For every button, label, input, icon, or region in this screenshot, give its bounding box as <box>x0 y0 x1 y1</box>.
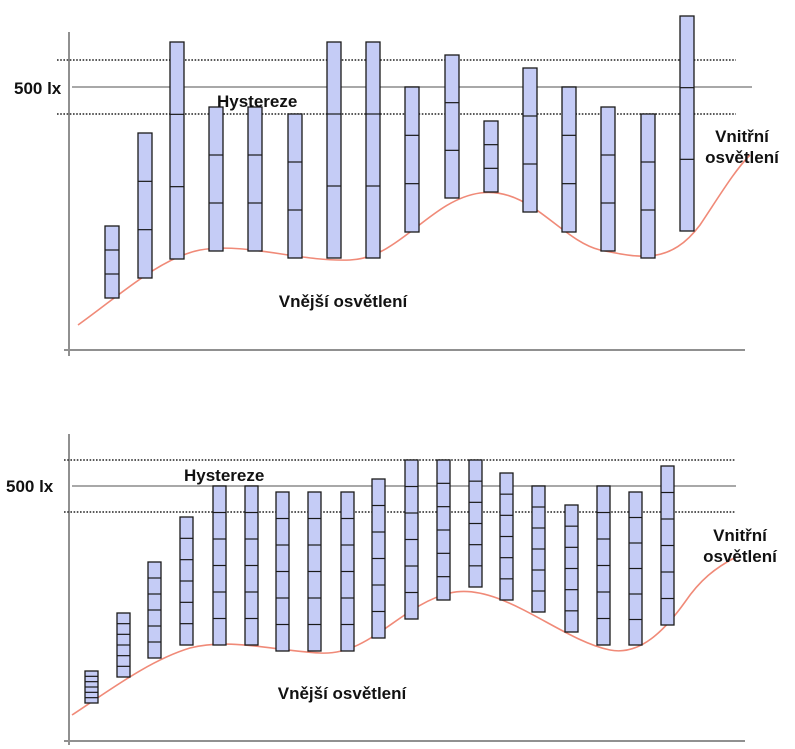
inner-light-bar-2 <box>116 612 131 678</box>
inner-light-bar-14 <box>600 106 616 252</box>
hysteresis-label: Hystereze <box>184 466 265 485</box>
inner-light-bar-15 <box>640 113 656 259</box>
inner-light-bar-4 <box>179 516 194 646</box>
inner-light-bar-1 <box>84 670 99 704</box>
bar-rect <box>326 41 342 259</box>
inner-light-label-line2: osvětlení <box>705 148 779 167</box>
inner-light-bar-9 <box>404 86 420 233</box>
inner-light-bar-12 <box>436 459 451 601</box>
inner-light-bar-2 <box>137 132 153 279</box>
bar-rect <box>522 67 538 213</box>
panel-top <box>57 15 752 356</box>
bar-rect <box>444 54 460 199</box>
bar-rect <box>137 132 153 279</box>
level-label: 500 lx <box>6 477 54 496</box>
hysteresis-label: Hystereze <box>217 92 298 111</box>
inner-light-label-line2: osvětlení <box>703 547 777 566</box>
bar-rect <box>483 120 499 193</box>
inner-light-label-line1: Vnitřní <box>715 127 769 146</box>
inner-light-bar-8 <box>365 41 381 259</box>
inner-light-bar-10 <box>371 478 386 639</box>
bar-rect <box>561 86 577 233</box>
inner-light-bar-12 <box>522 67 538 213</box>
inner-light-label-line1: Vnitřní <box>713 526 767 545</box>
inner-light-bars <box>84 459 675 704</box>
bar-rect <box>208 106 224 252</box>
bar-rect <box>104 225 120 299</box>
outer-light-label: Vnější osvětlení <box>277 684 407 703</box>
inner-light-bar-18 <box>628 491 643 646</box>
outer-light-label: Vnější osvětlení <box>278 292 408 311</box>
inner-light-bars <box>104 15 695 299</box>
inner-light-bar-7 <box>326 41 342 259</box>
inner-light-bar-10 <box>444 54 460 199</box>
bar-rect <box>365 41 381 259</box>
inner-light-bar-3 <box>147 561 162 659</box>
inner-light-bar-1 <box>104 225 120 299</box>
inner-light-bar-13 <box>561 86 577 233</box>
inner-light-label: Vnitřní osvětlení <box>695 525 785 567</box>
bar-rect <box>679 15 695 232</box>
inner-light-bar-11 <box>483 120 499 193</box>
inner-light-bar-15 <box>531 485 546 613</box>
bar-rect <box>404 86 420 233</box>
inner-light-bar-6 <box>287 113 303 259</box>
inner-light-bar-13 <box>468 459 483 588</box>
inner-light-bar-5 <box>212 485 227 646</box>
inner-light-bar-17 <box>596 485 611 646</box>
inner-light-label: Vnitřní osvětlení <box>697 126 787 168</box>
bar-rect <box>287 113 303 259</box>
inner-light-bar-8 <box>307 491 322 652</box>
bar-rect <box>169 41 185 260</box>
inner-light-bar-3 <box>169 41 185 260</box>
inner-light-bar-6 <box>244 485 259 646</box>
bar-rect <box>640 113 656 259</box>
panel-bottom <box>64 434 745 745</box>
inner-light-bar-16 <box>564 504 579 633</box>
inner-light-bar-11 <box>404 459 419 620</box>
level-label: 500 lx <box>14 79 62 98</box>
inner-light-bar-7 <box>275 491 290 652</box>
inner-light-bar-19 <box>660 465 675 626</box>
inner-light-bar-5 <box>247 106 263 252</box>
bar-rect <box>247 106 263 252</box>
inner-light-bar-16 <box>679 15 695 232</box>
bar-rect <box>600 106 616 252</box>
inner-light-bar-4 <box>208 106 224 252</box>
inner-light-bar-9 <box>340 491 355 652</box>
inner-light-bar-14 <box>499 472 514 601</box>
outer-light-curve <box>77 154 751 326</box>
